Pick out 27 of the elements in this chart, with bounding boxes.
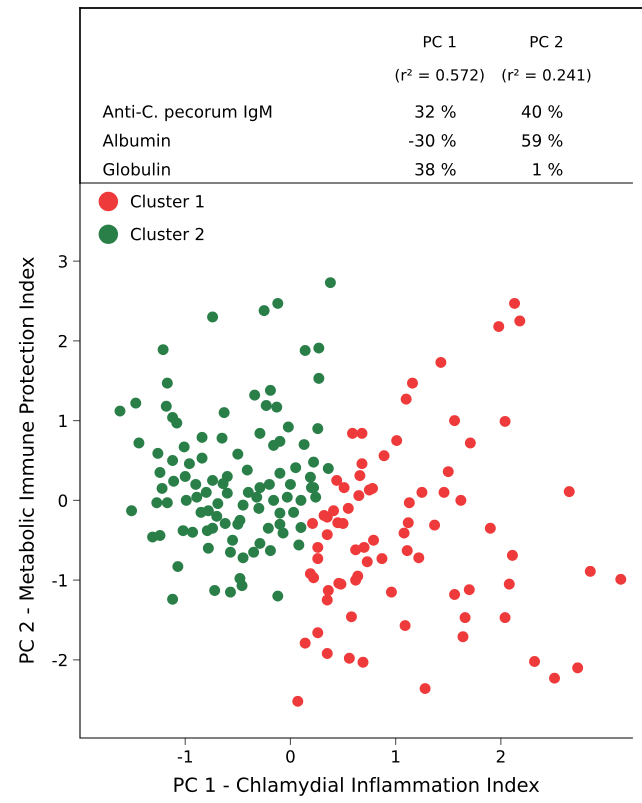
x-axis-title: PC 1 - Chlamydial Inflammation Index (174, 777, 540, 796)
x-tick-label: 1 (392, 750, 400, 762)
text: PC 2 (530, 36, 562, 48)
text: Globulin (103, 162, 170, 176)
text: -30 % (409, 134, 456, 147)
text: 59 % (522, 134, 562, 147)
text: Anti-C. pecorum IgM (102, 104, 272, 122)
x-tick-label: 2 (496, 750, 504, 762)
y-axis-title: PC 2 - Metabolic Immune Protection Index (18, 257, 34, 663)
y-tick-label: 2 (58, 334, 67, 348)
y-tick-label: -2 (52, 654, 67, 666)
text: 1 % (533, 162, 562, 176)
text: Albumin (102, 134, 170, 147)
y-tick-label: 0 (58, 494, 68, 507)
text: (r² = 0.241) (502, 68, 590, 82)
text: (r² = 0.572) (396, 68, 484, 82)
y-tick-label: 3 (58, 255, 67, 268)
legend-label: Cluster 1 (130, 194, 204, 208)
x-tick-label: -1 (178, 750, 192, 762)
text: 38 % (415, 162, 456, 176)
text: 40 % (522, 105, 562, 118)
text: 32 % (415, 105, 456, 118)
y-tick-label: -1 (52, 574, 67, 586)
y-tick-label: 1 (59, 414, 67, 427)
text: PC 1 (424, 36, 456, 48)
legend-label: Cluster 2 (130, 227, 204, 240)
x-tick-label: 0 (286, 750, 295, 763)
